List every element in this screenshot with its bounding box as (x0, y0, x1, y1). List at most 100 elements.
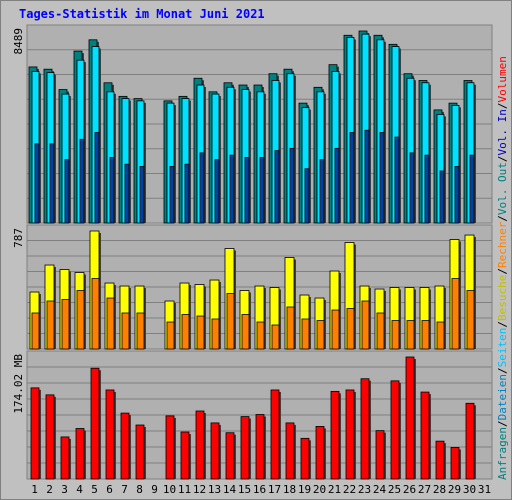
legend-separator: / (496, 102, 509, 109)
bar-seiten (94, 132, 100, 224)
bar-seiten (334, 147, 340, 224)
bar-seiten (469, 154, 475, 224)
bar-volumen (30, 387, 40, 480)
x-tick-label: 7 (121, 483, 128, 496)
x-tick-label: 30 (463, 483, 476, 496)
bar-volumen (195, 410, 205, 480)
x-tick-label: 27 (418, 483, 431, 496)
bar-seiten (274, 150, 280, 224)
bar-rechner (181, 314, 190, 350)
x-tick-label: 5 (91, 483, 98, 496)
bar-volumen (45, 394, 55, 480)
x-tick-label: 20 (313, 483, 326, 496)
bar-volumen (435, 440, 445, 480)
x-tick-label: 13 (208, 483, 221, 496)
bar-rechner (271, 324, 280, 350)
x-tick-label: 14 (223, 483, 237, 496)
bar-seiten (379, 132, 385, 224)
bar-volumen (120, 412, 130, 480)
bar-rechner (256, 321, 265, 350)
bar-volumen (105, 389, 115, 480)
bar-volumen (75, 428, 85, 480)
legend-separator: / (496, 268, 509, 275)
bar-rechner (346, 308, 355, 350)
bar-rechner (31, 312, 40, 350)
x-tick-label: 24 (373, 483, 387, 496)
bar-rechner (166, 321, 175, 350)
bar-rechner (226, 293, 235, 350)
bar-volumen (360, 378, 370, 480)
bar-seiten (454, 166, 460, 224)
bar-rechner (76, 290, 85, 350)
panel-max-label: 174.02 MB (12, 354, 25, 414)
bar-volumen (165, 415, 175, 480)
legend-vertical: Anfragen/Dateien/Seiten/Besuche/Rechner/… (496, 56, 509, 480)
bar-rechner (361, 300, 370, 350)
bar-volumen (330, 390, 340, 480)
x-tick-label: 18 (283, 483, 296, 496)
bar-rechner (196, 315, 205, 350)
bar-rechner (406, 320, 415, 350)
bar-seiten (319, 159, 325, 224)
panel-max-label: 787 (12, 228, 25, 248)
bar-volumen (255, 414, 265, 480)
legend-separator: / (496, 321, 509, 328)
bar-seiten (169, 166, 175, 224)
bar-seiten (439, 170, 445, 224)
bar-seiten (184, 163, 190, 224)
bar-rechner (466, 290, 475, 350)
legend-item: Volumen (496, 56, 509, 102)
legend-item: Vol. In (496, 109, 509, 155)
bar-volumen (315, 426, 325, 480)
bar-rechner (286, 306, 295, 350)
bar-rechner (436, 321, 445, 350)
legend-item: Vol. Out (496, 162, 509, 215)
bar-volumen (390, 380, 400, 480)
x-tick-label: 12 (193, 483, 206, 496)
bar-seiten (304, 168, 310, 224)
bar-volumen (60, 436, 70, 480)
x-tick-label: 6 (106, 483, 113, 496)
x-tick-label: 8 (136, 483, 143, 496)
bar-rechner (301, 318, 310, 350)
bar-seiten (139, 166, 145, 224)
bar-rechner (46, 300, 55, 350)
bar-seiten (394, 136, 400, 224)
bar-rechner (391, 320, 400, 350)
bar-volumen (210, 422, 220, 480)
bar-seiten (64, 159, 70, 224)
x-tick-label: 17 (268, 483, 281, 496)
bar-volumen (270, 389, 280, 480)
x-tick-label: 4 (76, 483, 83, 496)
bar-rechner (331, 309, 340, 350)
x-tick-label: 19 (298, 483, 311, 496)
bar-volumen (345, 389, 355, 480)
bar-seiten (349, 132, 355, 224)
x-tick-label: 1 (31, 483, 38, 496)
bar-volumen (180, 431, 190, 480)
bar-seiten (364, 129, 370, 224)
bar-seiten (424, 154, 430, 224)
x-tick-label: 21 (328, 483, 341, 496)
bar-volumen (135, 424, 145, 480)
legend-separator: / (496, 215, 509, 222)
x-tick-label: 16 (253, 483, 266, 496)
bar-seiten (409, 152, 415, 224)
bar-volumen (375, 430, 385, 480)
x-tick-label: 28 (433, 483, 446, 496)
x-tick-label: 9 (151, 483, 158, 496)
bar-rechner (241, 314, 250, 350)
bar-rechner (61, 299, 70, 350)
bar-seiten (259, 157, 265, 224)
bar-rechner (136, 312, 145, 350)
x-tick-label: 25 (388, 483, 401, 496)
bar-volumen (240, 416, 250, 480)
bar-seiten (124, 163, 130, 224)
bar-volumen (420, 391, 430, 480)
legend-separator: / (496, 155, 509, 162)
x-tick-label: 26 (403, 483, 416, 496)
bar-rechner (316, 320, 325, 350)
x-tick-label: 10 (163, 483, 176, 496)
x-tick-label: 22 (343, 483, 356, 496)
